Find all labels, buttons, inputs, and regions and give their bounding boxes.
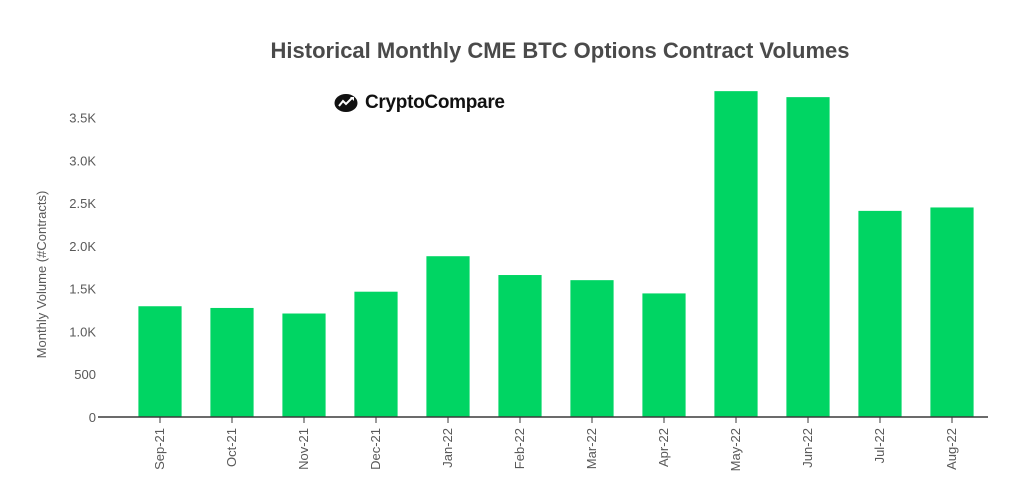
bar-dec-21 — [354, 291, 398, 417]
bar-aug-22 — [930, 207, 974, 417]
bar-may-22 — [714, 91, 758, 417]
bar-sep-21 — [138, 306, 182, 417]
bar-jun-22 — [786, 97, 830, 417]
x-tick-label: Jun-22 — [800, 428, 815, 468]
cryptocompare-logo: CryptoCompare — [333, 92, 505, 114]
y-tick-label: 3.5K — [69, 111, 96, 126]
bar-jul-22 — [858, 210, 902, 417]
x-tick-label: Jul-22 — [872, 428, 887, 463]
bar-jan-22 — [426, 256, 470, 417]
x-tick-label: May-22 — [728, 428, 743, 471]
x-tick-label: Dec-21 — [368, 428, 383, 470]
x-tick-label: Sep-21 — [152, 428, 167, 470]
x-tick-label: Apr-22 — [656, 428, 671, 467]
x-tick-label: Feb-22 — [512, 428, 527, 469]
x-tick-label: Oct-21 — [224, 428, 239, 467]
bars-group — [138, 91, 974, 417]
x-tick-label: Mar-22 — [584, 428, 599, 469]
y-tick-label: 0 — [89, 410, 96, 425]
x-axis-ticks: Sep-21 Oct-21 Nov-21 Dec-21 Jan-22 Feb-22 Mar-… — [152, 417, 959, 471]
x-tick-label: Nov-21 — [296, 428, 311, 470]
logo-text: CryptoCompare — [365, 92, 505, 114]
bar-feb-22 — [498, 275, 542, 417]
bar-nov-21 — [282, 313, 326, 417]
y-tick-label: 1.5K — [69, 282, 96, 297]
bar-oct-21 — [210, 307, 254, 417]
y-tick-label: 1.0K — [69, 324, 96, 339]
x-tick-label: Jan-22 — [440, 428, 455, 468]
logo-word-compare: Compare — [424, 92, 505, 113]
bar-apr-22 — [642, 293, 686, 417]
chart-title: Historical Monthly CME BTC Options Contr… — [270, 38, 850, 63]
x-tick-label: Aug-22 — [944, 428, 959, 470]
y-tick-label: 2.5K — [69, 196, 96, 211]
logo-word-crypto: Crypto — [365, 92, 425, 113]
cryptocompare-logo-icon — [334, 94, 358, 112]
y-axis-ticks: 0 500 1.0K 1.5K 2.0K 2.5K 3.0K 3.5K — [69, 111, 96, 425]
y-tick-label: 2.0K — [69, 239, 96, 254]
y-axis-title: Monthly Volume (#Contracts) — [34, 191, 49, 359]
y-tick-label: 3.0K — [69, 153, 96, 168]
y-tick-label: 500 — [74, 367, 96, 382]
bar-mar-22 — [570, 280, 614, 417]
